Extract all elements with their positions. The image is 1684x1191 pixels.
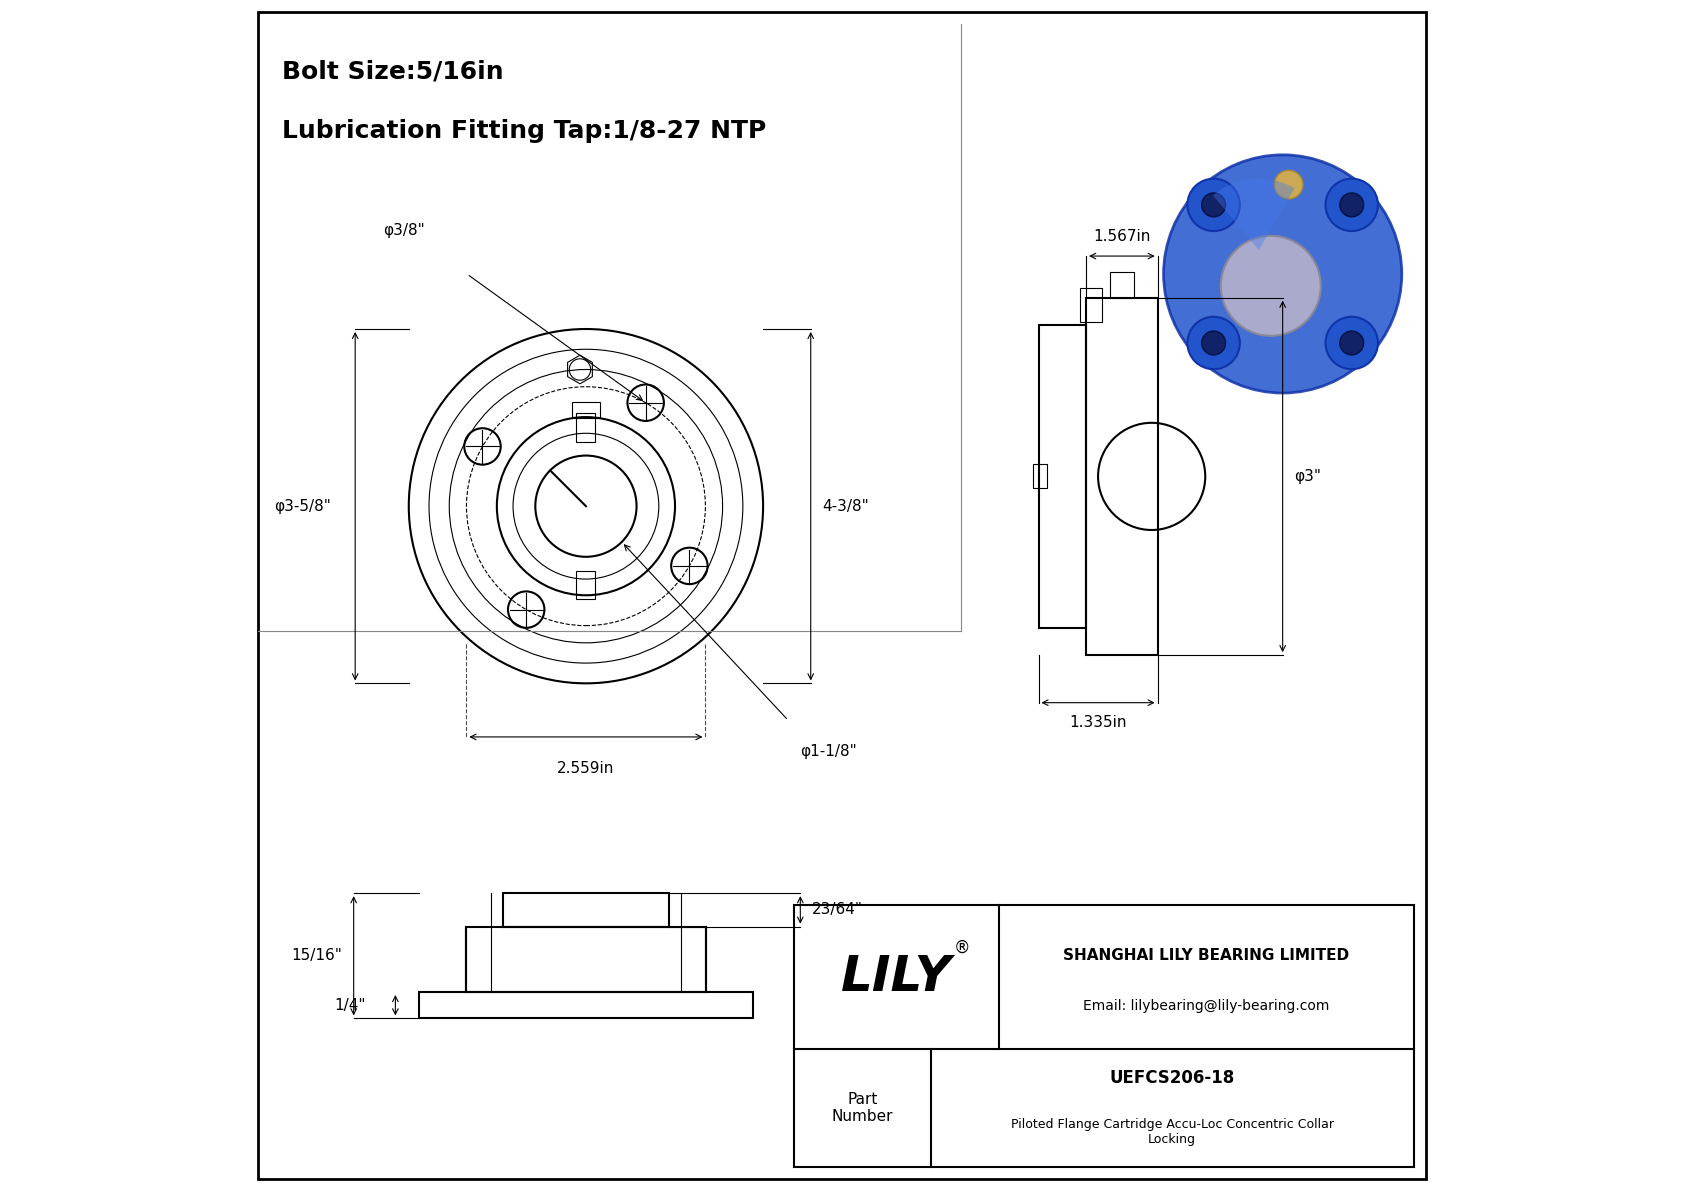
Circle shape — [1202, 193, 1226, 217]
Bar — [795, 905, 1413, 1167]
Text: Lubrication Fitting Tap:1/8-27 NTP: Lubrication Fitting Tap:1/8-27 NTP — [283, 119, 766, 143]
Text: SHANGHAI LILY BEARING LIMITED: SHANGHAI LILY BEARING LIMITED — [1063, 948, 1349, 964]
Bar — [466, 927, 706, 992]
Text: φ3": φ3" — [1295, 469, 1322, 484]
Bar — [1110, 272, 1133, 298]
Bar — [576, 413, 596, 442]
Text: Email: lilybearing@lily-bearing.com: Email: lilybearing@lily-bearing.com — [1083, 999, 1329, 1014]
Text: φ3-5/8": φ3-5/8" — [274, 499, 332, 513]
Circle shape — [1221, 236, 1320, 336]
Circle shape — [1187, 179, 1239, 231]
Circle shape — [1340, 193, 1364, 217]
Bar — [571, 401, 600, 418]
Bar — [576, 570, 596, 599]
Circle shape — [1275, 170, 1303, 199]
Bar — [419, 992, 753, 1018]
Text: 1.567in: 1.567in — [1093, 229, 1150, 244]
Circle shape — [1164, 155, 1401, 393]
Bar — [1032, 464, 1047, 488]
Circle shape — [1340, 331, 1364, 355]
Bar — [1079, 288, 1101, 322]
Circle shape — [1325, 317, 1378, 369]
Text: ®: ® — [953, 939, 970, 956]
Text: Part
Number: Part Number — [832, 1092, 893, 1124]
Text: φ3/8": φ3/8" — [384, 223, 426, 238]
Circle shape — [1187, 317, 1239, 369]
Bar — [502, 893, 669, 927]
Bar — [1039, 324, 1086, 629]
Text: UEFCS206-18: UEFCS206-18 — [1110, 1070, 1234, 1087]
Text: LILY: LILY — [840, 953, 951, 1002]
Wedge shape — [1212, 179, 1295, 250]
Text: Piloted Flange Cartridge Accu-Loc Concentric Collar
Locking: Piloted Flange Cartridge Accu-Loc Concen… — [1010, 1118, 1334, 1146]
Text: 15/16": 15/16" — [291, 948, 342, 964]
Text: φ1-1/8": φ1-1/8" — [800, 744, 857, 760]
Text: 1/4": 1/4" — [333, 998, 365, 1012]
Text: 2.559in: 2.559in — [557, 761, 615, 775]
Circle shape — [1325, 179, 1378, 231]
Text: Bolt Size:5/16in: Bolt Size:5/16in — [283, 60, 504, 83]
Text: 1.335in: 1.335in — [1069, 715, 1127, 730]
Circle shape — [1202, 331, 1226, 355]
Text: 23/64": 23/64" — [812, 903, 864, 917]
Text: 4-3/8": 4-3/8" — [823, 499, 869, 513]
Bar — [1086, 298, 1157, 655]
